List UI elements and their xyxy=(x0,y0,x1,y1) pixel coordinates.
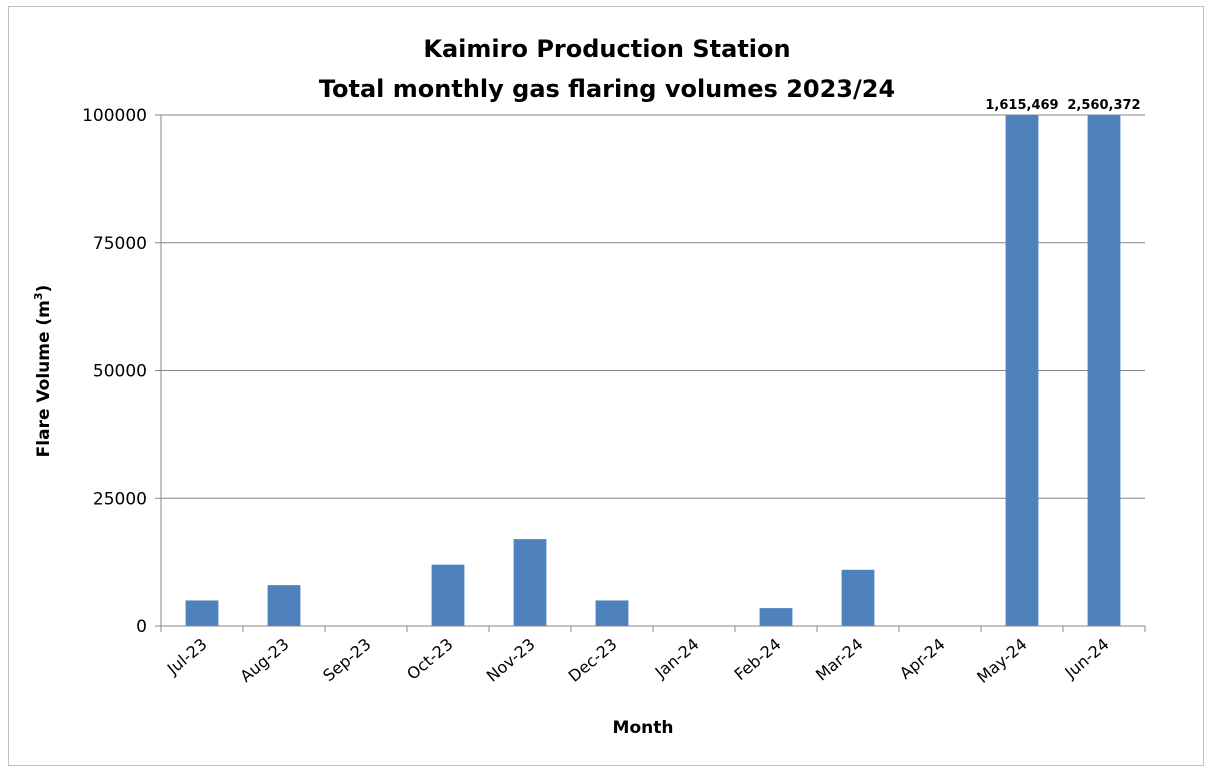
y-axis-ticks: 0 25000 50000 75000 100000 xyxy=(82,106,161,637)
x-tick-label: Nov-23 xyxy=(483,635,539,686)
x-tick-label: Dec-23 xyxy=(565,635,621,686)
bar xyxy=(595,600,629,626)
x-tick-label: May-24 xyxy=(973,635,1030,687)
x-tick-label: Jul-23 xyxy=(163,635,211,679)
x-tick-label: Feb-24 xyxy=(731,635,785,685)
bar-chart: Kaimiro Production Station Total monthly… xyxy=(32,35,1146,738)
y-tick-label: 75000 xyxy=(93,234,147,254)
y-tick-label: 100000 xyxy=(82,106,147,126)
chart-title-line-2: Total monthly gas flaring volumes 2023/2… xyxy=(319,75,895,103)
y-axis-title-superscript: 3 xyxy=(32,292,45,300)
data-label: 1,615,469 xyxy=(985,98,1058,113)
y-axis-title: Flare Volume (m3) xyxy=(32,285,54,458)
x-tick-label: Jun-24 xyxy=(1060,635,1112,683)
bar xyxy=(185,600,219,626)
bar xyxy=(759,608,793,626)
x-tick-label: Apr-24 xyxy=(896,635,949,683)
y-tick-label: 50000 xyxy=(93,362,147,382)
y-tick-label: 25000 xyxy=(93,489,147,509)
x-tick-label: Jan-24 xyxy=(651,635,703,683)
bar xyxy=(267,585,301,626)
y-axis-title-close: ) xyxy=(34,285,54,293)
y-tick-label: 0 xyxy=(136,617,147,637)
chart-title-line-1: Kaimiro Production Station xyxy=(423,35,790,63)
x-tick-label: Oct-23 xyxy=(403,635,456,684)
data-label: 2,560,372 xyxy=(1067,98,1140,113)
bar xyxy=(431,564,465,626)
bar xyxy=(841,569,875,626)
x-axis-title: Month xyxy=(613,718,674,738)
bar xyxy=(513,539,547,626)
bars xyxy=(185,115,1121,626)
x-tick-label: Mar-24 xyxy=(812,635,867,685)
bar xyxy=(1087,115,1121,626)
chart-frame: Kaimiro Production Station Total monthly… xyxy=(8,6,1204,766)
y-axis-title-main: Flare Volume (m xyxy=(34,300,54,457)
data-labels: 1,615,469 2,560,372 xyxy=(985,98,1140,113)
x-tick-label: Sep-23 xyxy=(319,635,374,686)
bar xyxy=(1005,115,1039,626)
gridlines xyxy=(161,114,1145,499)
x-tick-label: Aug-23 xyxy=(236,635,292,686)
x-axis-ticks: Jul-23 Aug-23 Sep-23 Oct-23 Nov-23 Dec-23 Jan-… xyxy=(160,626,1146,687)
